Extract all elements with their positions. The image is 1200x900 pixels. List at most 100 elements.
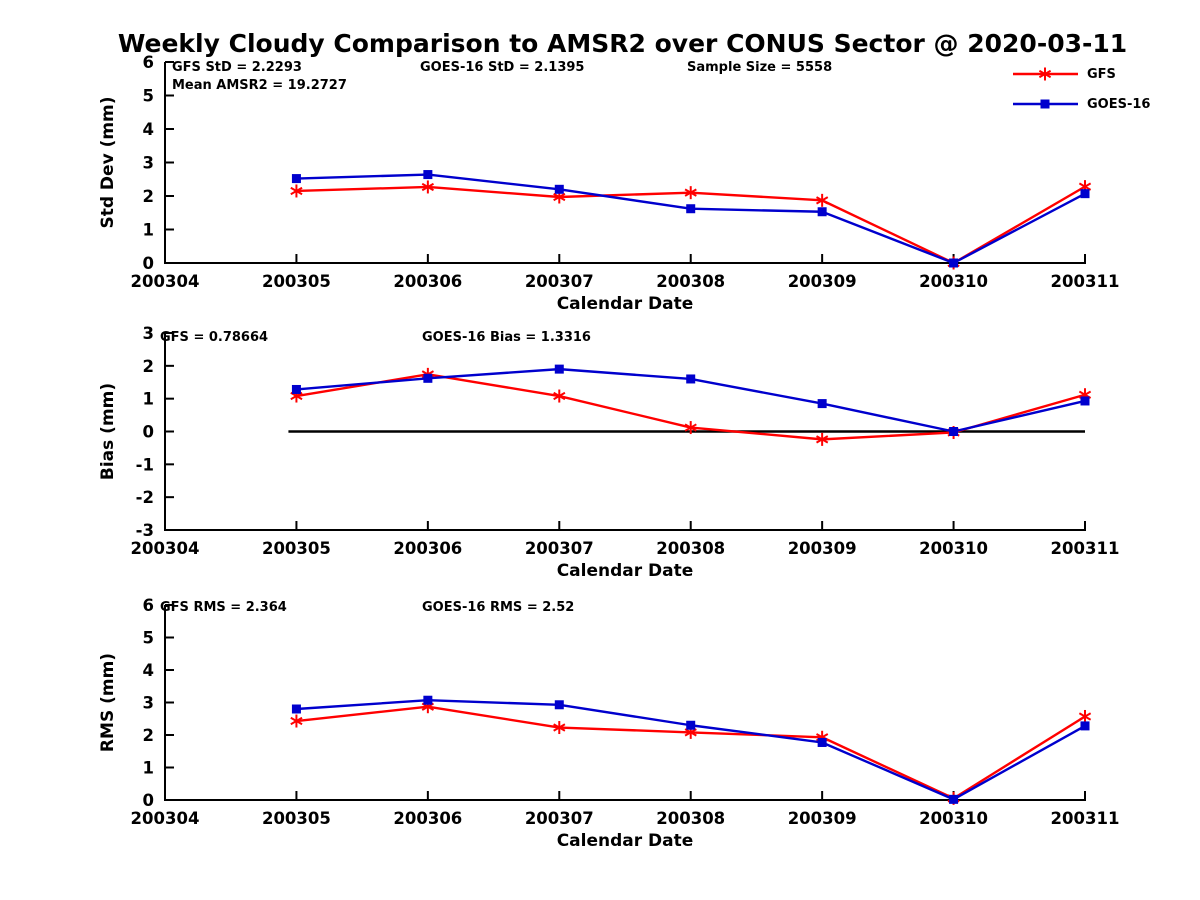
- x-tick-label: 200304: [131, 272, 200, 291]
- x-tick-label: 200309: [788, 809, 857, 828]
- y-tick-label: 6: [143, 596, 154, 615]
- square-marker-icon: [817, 207, 827, 217]
- asterisk-marker-icon: [684, 186, 697, 200]
- bias-annotation-0: GFS = 0.78664: [160, 330, 268, 345]
- square-marker-icon: [291, 384, 301, 394]
- x-tick-label: 200306: [393, 809, 462, 828]
- square-marker-icon: [817, 399, 827, 409]
- square-marker-icon: [686, 204, 696, 214]
- x-tick-label: 200307: [525, 539, 594, 558]
- asterisk-marker-icon: [290, 184, 303, 198]
- x-tick-label: 200310: [919, 809, 988, 828]
- goes16-legend-marker-icon: [1013, 99, 1078, 109]
- y-tick-label: -2: [136, 488, 154, 507]
- legend-label-gfs: GFS: [1087, 66, 1116, 82]
- square-marker-icon: [949, 794, 959, 804]
- x-tick-label: 200308: [656, 809, 725, 828]
- x-tick-label: 200309: [788, 272, 857, 291]
- x-tick-label: 200306: [393, 539, 462, 558]
- y-tick-label: 0: [143, 254, 154, 273]
- asterisk-marker-icon: [1078, 709, 1092, 723]
- std-dev-annotation-1: Mean AMSR2 = 19.2727: [172, 78, 347, 93]
- x-tick-label: 200308: [656, 539, 725, 558]
- y-tick-label: 1: [143, 221, 154, 240]
- rms-annotation-1: GOES-16 RMS = 2.52: [422, 600, 574, 615]
- y-tick-label: 3: [143, 324, 154, 343]
- asterisk-marker-icon: [553, 389, 566, 403]
- std-dev-xlabel: Calendar Date: [557, 294, 694, 314]
- square-marker-icon: [423, 373, 433, 383]
- y-tick-label: 2: [143, 187, 154, 206]
- asterisk-marker-icon: [421, 180, 434, 194]
- y-tick-label: 2: [143, 726, 154, 745]
- bias-annotation-1: GOES-16 Bias = 1.3316: [422, 330, 591, 345]
- x-tick-label: 200311: [1051, 809, 1120, 828]
- y-tick-label: 4: [143, 661, 154, 680]
- std-dev-annotation-2: GOES-16 StD = 2.1395: [420, 60, 584, 75]
- asterisk-marker-icon: [290, 714, 303, 728]
- bias-xlabel: Calendar Date: [557, 561, 694, 581]
- y-tick-label: 0: [143, 791, 154, 810]
- y-tick-label: 6: [143, 53, 154, 72]
- asterisk-marker-icon: [816, 432, 829, 446]
- asterisk-marker-icon: [816, 193, 829, 207]
- square-marker-icon: [554, 364, 564, 374]
- rms-goes-16-line: [296, 699, 1086, 801]
- square-marker-icon: [1080, 721, 1090, 731]
- square-marker-icon: [817, 737, 827, 747]
- bias-subplot: -3 -2 -1 0 1 2 3 200304 200305 200306 200307 200308…: [98, 324, 1119, 581]
- square-marker-icon: [291, 174, 301, 184]
- y-tick-label: 0: [143, 423, 154, 442]
- x-tick-label: 200306: [393, 272, 462, 291]
- x-tick-label: 200311: [1051, 539, 1120, 558]
- x-tick-label: 200304: [131, 539, 200, 558]
- x-tick-label: 200310: [919, 539, 988, 558]
- square-marker-icon: [1080, 189, 1090, 199]
- square-marker-icon: [1080, 396, 1090, 406]
- std-dev-subplot: 0 1 2 3 4 5 6 200304 200305 200306 200307 200308 200…: [98, 53, 1119, 314]
- x-tick-label: 200304: [131, 809, 200, 828]
- legend: GFS GOES-16: [1012, 63, 1150, 115]
- rms-xlabel: Calendar Date: [557, 831, 694, 851]
- x-tick-label: 200305: [262, 539, 331, 558]
- legend-entry-gfs: GFS: [1012, 63, 1150, 85]
- std-dev-ylabel: Std Dev (mm): [98, 96, 118, 228]
- std-dev-annotation-0: GFS StD = 2.2293: [172, 60, 302, 75]
- std-dev-annotation-3: Sample Size = 5558: [687, 60, 832, 75]
- square-marker-icon: [949, 258, 959, 268]
- y-tick-label: -1: [136, 455, 154, 474]
- square-marker-icon: [949, 427, 959, 436]
- gfs-legend-marker-icon: [1013, 67, 1078, 81]
- page-title: Weekly Cloudy Comparison to AMSR2 over C…: [117, 29, 1128, 58]
- legend-label-goes16: GOES-16: [1087, 96, 1151, 112]
- y-tick-label: 1: [143, 759, 154, 778]
- rms-annotation-0: GFS RMS = 2.364: [160, 600, 287, 615]
- x-tick-label: 200305: [262, 272, 331, 291]
- y-tick-label: 1: [143, 390, 154, 409]
- y-tick-label: 5: [143, 87, 154, 106]
- square-marker-icon: [423, 695, 433, 705]
- x-tick-label: 200310: [919, 272, 988, 291]
- x-tick-label: 200311: [1051, 272, 1120, 291]
- rms-ylabel: RMS (mm): [98, 653, 118, 752]
- y-tick-label: 5: [143, 629, 154, 648]
- bias-ylabel: Bias (mm): [98, 383, 118, 480]
- y-tick-label: 3: [143, 154, 154, 173]
- x-tick-label: 200308: [656, 272, 725, 291]
- x-tick-label: 200309: [788, 539, 857, 558]
- x-tick-label: 200307: [525, 809, 594, 828]
- x-tick-label: 200307: [525, 272, 594, 291]
- asterisk-marker-icon: [684, 421, 697, 435]
- y-tick-label: 2: [143, 357, 154, 376]
- legend-entry-goes16: GOES-16: [1012, 93, 1150, 115]
- rms-gfs-line: [296, 705, 1086, 800]
- y-tick-label: -3: [136, 521, 154, 540]
- square-marker-icon: [554, 184, 564, 194]
- y-tick-label: 4: [143, 120, 154, 139]
- y-tick-label: 3: [143, 694, 154, 713]
- square-marker-icon: [686, 374, 696, 384]
- asterisk-marker-icon: [553, 721, 566, 735]
- square-marker-icon: [291, 704, 301, 714]
- x-tick-label: 200305: [262, 809, 331, 828]
